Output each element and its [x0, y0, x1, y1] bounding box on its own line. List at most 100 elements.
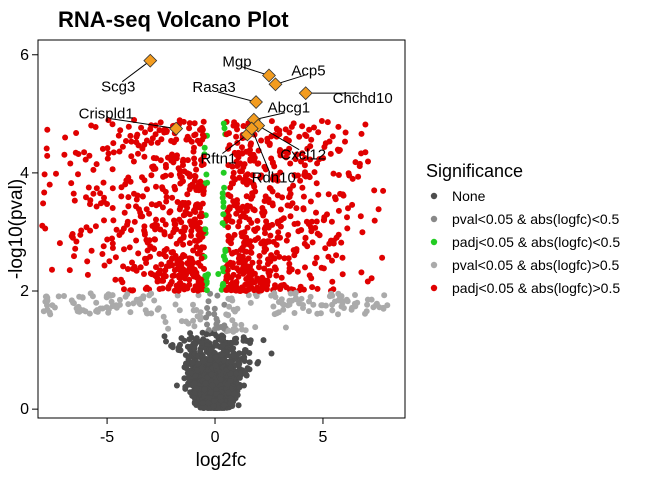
data-point — [309, 284, 316, 291]
data-point — [335, 231, 342, 238]
data-point — [271, 290, 278, 297]
gene-leader-line — [110, 118, 177, 130]
data-point — [201, 144, 208, 151]
data-point — [90, 166, 97, 173]
data-point — [284, 202, 291, 209]
data-point — [75, 303, 82, 310]
data-point — [178, 264, 185, 271]
data-point — [205, 298, 212, 305]
data-point — [180, 271, 187, 278]
data-point — [172, 221, 179, 228]
data-point — [163, 194, 170, 200]
data-point — [186, 281, 193, 288]
data-point — [321, 144, 328, 150]
data-point — [201, 386, 208, 393]
data-point — [212, 362, 219, 369]
data-point — [181, 168, 188, 175]
data-point — [178, 318, 185, 325]
data-point — [208, 346, 214, 353]
data-point — [335, 123, 342, 130]
data-point — [141, 231, 148, 238]
data-point — [343, 296, 350, 303]
data-point — [232, 321, 238, 328]
data-point — [193, 243, 200, 250]
x-tick-label: 5 — [319, 429, 328, 446]
y-tick-label: 6 — [20, 47, 29, 64]
data-point — [196, 225, 203, 232]
data-point — [86, 310, 93, 317]
data-point — [105, 150, 112, 157]
data-point — [290, 182, 297, 189]
data-point — [110, 140, 117, 147]
data-point — [158, 261, 165, 268]
data-point — [329, 307, 336, 314]
data-point — [188, 138, 195, 145]
data-point — [306, 298, 312, 305]
data-point — [160, 313, 167, 320]
data-point — [250, 151, 257, 158]
data-point — [124, 266, 131, 272]
data-point — [313, 254, 320, 261]
data-point — [148, 139, 155, 146]
data-point — [109, 235, 115, 242]
data-point — [42, 225, 49, 232]
data-point — [123, 138, 129, 144]
data-point — [153, 264, 159, 271]
data-point — [179, 199, 186, 206]
data-point — [245, 286, 252, 293]
data-point — [186, 171, 193, 178]
data-point — [272, 266, 279, 273]
data-point — [227, 193, 234, 200]
data-point — [171, 226, 178, 232]
data-point — [184, 157, 191, 164]
data-point — [222, 246, 229, 253]
gene-leader-line — [222, 134, 248, 154]
data-point — [235, 223, 242, 230]
data-point — [152, 131, 159, 138]
data-point — [161, 333, 168, 340]
data-point — [219, 220, 226, 227]
data-point — [41, 189, 48, 196]
data-point — [127, 132, 134, 139]
data-point — [283, 237, 290, 244]
data-point — [236, 268, 243, 275]
data-point — [195, 352, 201, 359]
data-point — [68, 233, 75, 240]
data-point — [267, 232, 274, 239]
data-point — [314, 285, 321, 292]
data-point — [100, 179, 107, 186]
legend-swatch — [430, 284, 438, 292]
data-point — [264, 278, 271, 285]
data-point — [225, 224, 232, 231]
data-point — [251, 207, 258, 214]
data-point — [209, 382, 216, 389]
data-point — [230, 271, 237, 278]
gene-label: Scg3 — [101, 79, 135, 96]
data-point — [193, 385, 200, 392]
data-point — [264, 261, 271, 267]
data-point — [139, 193, 146, 200]
data-point — [56, 240, 63, 247]
data-point — [154, 274, 161, 281]
data-point — [203, 338, 210, 345]
data-point — [168, 249, 175, 256]
data-point — [242, 370, 249, 376]
data-point — [235, 205, 242, 212]
data-point — [121, 286, 127, 293]
data-point — [169, 194, 176, 201]
data-point — [70, 299, 77, 306]
gene-leader-line — [121, 60, 151, 83]
data-point — [100, 243, 107, 250]
data-point — [92, 124, 99, 130]
data-point — [243, 148, 250, 155]
data-point — [84, 258, 91, 265]
data-point — [190, 317, 197, 324]
gene-label: Rftn1 — [200, 151, 236, 168]
data-point — [134, 192, 141, 199]
data-point — [161, 271, 168, 278]
gene-marker — [262, 68, 276, 83]
data-point — [274, 192, 281, 199]
data-point — [227, 364, 234, 371]
data-point — [143, 137, 150, 144]
data-point — [97, 190, 104, 197]
